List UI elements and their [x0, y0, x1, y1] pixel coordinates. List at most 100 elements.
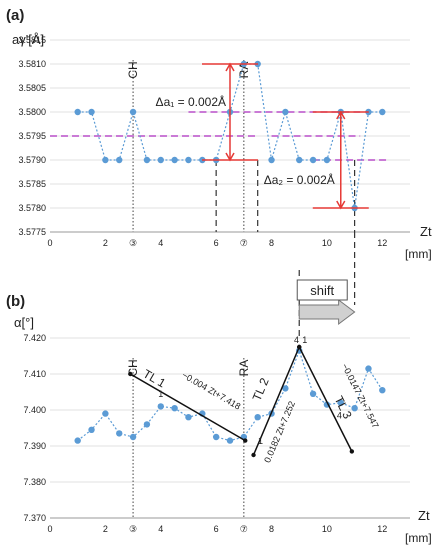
data-point [185, 156, 192, 164]
trend-line [298, 346, 353, 452]
data-point [226, 437, 234, 444]
shift-label-box [296, 279, 348, 301]
x-tick-label: ⑦ [240, 238, 248, 248]
y-tick-label: 3.5795 [18, 131, 46, 141]
data-point [157, 403, 164, 410]
point-tag: 4 [337, 411, 342, 421]
x-tick-label: 4 [158, 524, 163, 534]
panel-a-vertical-markers: CH RA [126, 60, 251, 232]
x-tick-label: 8 [269, 238, 274, 248]
panel-b-ylabel: α[°] [14, 315, 34, 330]
point-tag: 1 [158, 389, 163, 399]
data-point [116, 430, 123, 437]
x-tick-label: 4 [158, 238, 163, 248]
data-point [365, 365, 372, 372]
data-point [74, 437, 81, 444]
x-tick-label: 12 [377, 524, 387, 534]
x-tick-label: ③ [129, 238, 137, 248]
trend-equation: −0.004 Zt+7.418 [180, 370, 242, 412]
panel-b: (b) α[°] Zt [mm] 7.370 7.380 7.390 7.400 7.4… [6, 293, 432, 545]
data-point [116, 156, 123, 164]
data-point [129, 108, 137, 116]
x-tick-label: 6 [214, 524, 219, 534]
data-point [143, 156, 151, 164]
data-point [337, 399, 344, 406]
x-tick-label: 12 [377, 238, 387, 248]
y-tick-label: 7.380 [23, 477, 46, 487]
data-point [379, 108, 386, 116]
point-tag: 4 [294, 335, 299, 345]
panel-a-tick-labels: 3.5775 3.5780 3.5785 3.5790 3.5795 3.5800 3.58… [18, 35, 387, 248]
x-tick-label: 2 [103, 238, 108, 248]
panel-a-dashed-drops [215, 160, 356, 232]
data-point [185, 414, 192, 421]
delta-label: Δa₂ = 0.002Å [264, 172, 335, 187]
data-point [88, 108, 95, 116]
x-tick-label: 8 [269, 524, 274, 534]
trend-endpoint [349, 449, 355, 454]
trend-endpoint [128, 371, 133, 377]
y-tick-label: 7.420 [23, 333, 46, 343]
data-point [309, 390, 317, 397]
trend-endpoint [297, 344, 302, 350]
shift-arrow: shift [296, 232, 356, 338]
point-tag: 1 [302, 335, 307, 345]
x-tick-label: 0 [47, 524, 52, 534]
panel-b-trend-lines: TL 1 −0.004 Zt+7.418 TL 20.0182 Zt+7.252 TL… [128, 335, 381, 464]
marker-label: CH [126, 61, 140, 78]
y-tick-label: 3.5785 [18, 179, 46, 189]
data-point [351, 405, 358, 412]
y-tick-label: 3.5780 [18, 203, 46, 213]
panel-a: (a) aγ'[Å] Zt [mm] 3.57753.57803.57853.5… [6, 7, 432, 261]
marker-label: RA [237, 62, 251, 79]
point-tag: 1 [258, 436, 263, 446]
x-tick-label: ③ [129, 524, 137, 534]
trend-label: TL 2 [250, 376, 272, 403]
data-point [143, 421, 151, 428]
shift-arrow-shape [298, 299, 356, 325]
panel-b-gridlines [50, 337, 410, 519]
data-point [74, 108, 81, 116]
data-point [323, 156, 331, 164]
data-point [282, 108, 289, 116]
y-tick-label: 3.5790 [18, 155, 46, 165]
x-tick-label: 0 [47, 238, 52, 248]
panel-b-xlabel: Zt [418, 508, 430, 523]
y-tick-label: 7.410 [23, 369, 46, 379]
x-tick-label: 10 [322, 238, 332, 248]
trend-equation: 0.0182 Zt+7.252 [262, 400, 297, 465]
panel-b-vertical-markers: CH RA [126, 358, 251, 518]
panel-a-ylabel: aγ'[Å] [12, 32, 44, 47]
panel-a-xlabel: Zt [420, 224, 432, 239]
shift-label: shift [310, 283, 334, 298]
panel-b-label: (b) [6, 293, 25, 310]
data-point [102, 410, 109, 417]
y-tick-label: 3.5800 [18, 107, 46, 117]
data-point [212, 433, 220, 441]
trend-line [252, 346, 300, 456]
panel-a-label: (a) [6, 7, 24, 24]
panel-b-x-unit: [mm] [405, 531, 432, 545]
data-point [88, 426, 95, 433]
data-point [171, 405, 178, 412]
y-tick-label: 3.5805 [18, 83, 46, 93]
data-point [254, 414, 261, 421]
marker-label: RA [237, 360, 251, 377]
y-tick-label: 3.5810 [18, 59, 46, 69]
delta-label: Δa₁ = 0.002Å [156, 94, 226, 109]
trend-line [129, 373, 246, 442]
panel-b-tick-labels: 7.370 7.380 7.390 7.400 7.410 7.420 0 2 ③ 4 6 ⑦ 8 10 1… [23, 333, 387, 534]
data-point [129, 433, 137, 441]
trend-endpoint [251, 452, 256, 458]
data-point [171, 156, 178, 164]
data-point [282, 385, 289, 392]
data-point [309, 156, 317, 164]
y-tick-label: 7.390 [23, 441, 46, 451]
data-point [102, 156, 109, 164]
y-tick-label: 3.5815 [18, 35, 46, 45]
panel-a-delta-annotations: Δa₁ = 0.002Å Δa₂ = 0.002Å [156, 62, 369, 210]
trend-label: TL 1 [141, 367, 169, 391]
y-tick-label: 7.400 [23, 405, 46, 415]
x-tick-label: 6 [214, 238, 219, 248]
